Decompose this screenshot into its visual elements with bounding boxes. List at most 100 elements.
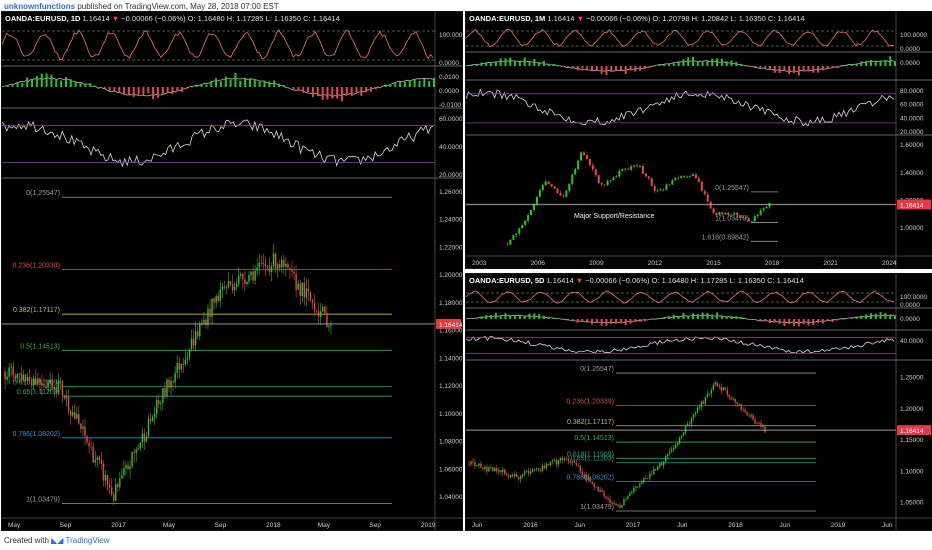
tradingview-link[interactable]: TradingView [65,536,110,545]
candle-body [732,398,734,400]
macd-histogram-bar [321,87,324,100]
macd-histogram-bar [889,314,892,319]
candle-body [740,403,742,410]
macd-histogram-bar [740,63,743,66]
monthly-chart-canvas[interactable]: 100.0000 0.0000 0.0000 80.0000 60.0000 40.000… [466,12,932,268]
candle-body [577,160,580,170]
candle-body [252,271,254,281]
publish-info: published on TradingView.com, May 28, 20… [75,2,279,11]
candle-body [22,374,25,381]
macd-histogram-bar [793,66,796,73]
candle-body [747,218,750,222]
candle-body [506,474,508,476]
pane-tick-label: 0.0000 [439,60,459,67]
candle-body [264,263,267,267]
candle-body [550,184,553,187]
macd-histogram-bar [744,65,747,66]
chart-panel-5d[interactable]: OANDA:EURUSD, 5D 1.16414 ▼ −0.00066 (−0.… [465,273,932,531]
candle-body [315,310,318,312]
macd-histogram-bar [663,64,666,66]
candle-body [63,395,66,399]
macd-histogram-bar [639,319,642,322]
author-link[interactable]: unknownfunctions [4,2,76,11]
candle-body [39,378,41,383]
macd-histogram-bar [494,62,497,66]
candle-body [256,267,258,271]
macd-histogram-bar [879,311,882,319]
macd-histogram-bar [610,66,613,73]
candle-body [580,152,583,161]
candle-body [557,460,560,465]
candle-body [662,189,665,191]
time-tick-label: 2009 [589,260,604,267]
macd-histogram-bar [239,80,242,87]
price-tick-label: 1.24000 [439,217,462,224]
candle-body [535,196,538,204]
macd-histogram-bar [826,319,829,321]
candle-body [688,423,691,425]
macd-histogram-bar [35,75,38,87]
candle-body [250,271,252,276]
macd-histogram-bar [40,73,43,87]
candle-body [538,190,541,197]
candle-body [166,379,168,397]
candle-body [680,435,683,438]
macd-histogram-bar [716,58,719,66]
candle-body [700,181,703,191]
macd-histogram-bar [643,319,646,322]
candle-body [668,184,671,186]
chart-panel-monthly[interactable]: OANDA:EURUSD, 1M 1.16414 ▼ −0.00066 (−0.… [465,11,932,269]
candle-body [49,379,51,383]
candle-body [641,482,643,484]
candle-body [6,376,8,380]
candle-body [74,412,76,419]
macd-histogram-bar [841,66,844,67]
candle-body [213,298,215,303]
macd-histogram-bar [504,58,507,66]
candle-body [182,363,185,365]
candle-body [35,378,37,385]
daily-chart-canvas[interactable]: 100.0000 0.0000 0.0100 0.0000 -0.0100 60.0000… [2,12,462,530]
macd-histogram-bar [200,83,203,87]
macd-histogram-bar [586,319,589,322]
time-tick-label: 2019 [831,522,846,529]
macd-histogram-bar [576,319,579,323]
chart-panel-daily[interactable]: OANDA:EURUSD, 1D 1.16414 ▼ −0.00066 (−0.… [1,11,463,531]
candle-body [762,208,765,211]
macd-histogram-bar [219,81,222,87]
candle-body [706,394,709,398]
candle-body [158,400,160,405]
candle-body [71,412,74,416]
macd-histogram-bar [64,77,67,87]
macd-histogram-bar [326,87,329,100]
candle-body [593,483,595,488]
candle-body [575,462,577,465]
candle-body [30,379,33,386]
candle-body [324,306,326,314]
macd-histogram-bar [345,87,348,96]
time-tick-label: 2018 [765,260,780,267]
macd-histogram-bar [514,60,517,66]
macd-histogram-bar [648,319,651,320]
candle-body [143,433,146,442]
macd-histogram-bar [499,58,502,66]
macd-histogram-bar [740,316,743,319]
macd-histogram-bar [413,79,416,87]
macd-histogram-bar [389,83,392,87]
candle-body [160,402,162,405]
macd-histogram-bar [639,66,642,71]
macd-histogram-bar [855,64,858,66]
fiveday-chart-canvas[interactable]: 100.00000.00000.000040.00001.250001.2000… [466,274,932,530]
macd-histogram-bar [350,87,353,97]
candle-body [490,467,492,469]
macd-histogram-bar [629,319,632,324]
candle-body [139,442,142,449]
macd-histogram-bar [754,66,757,68]
candle-body [37,378,39,385]
candle-body [474,462,476,466]
candle-body [715,213,718,215]
macd-histogram-bar [571,319,574,322]
price-tick-label: 1.20000 [439,272,462,279]
candle-body [192,338,195,346]
candle-body [721,212,724,215]
